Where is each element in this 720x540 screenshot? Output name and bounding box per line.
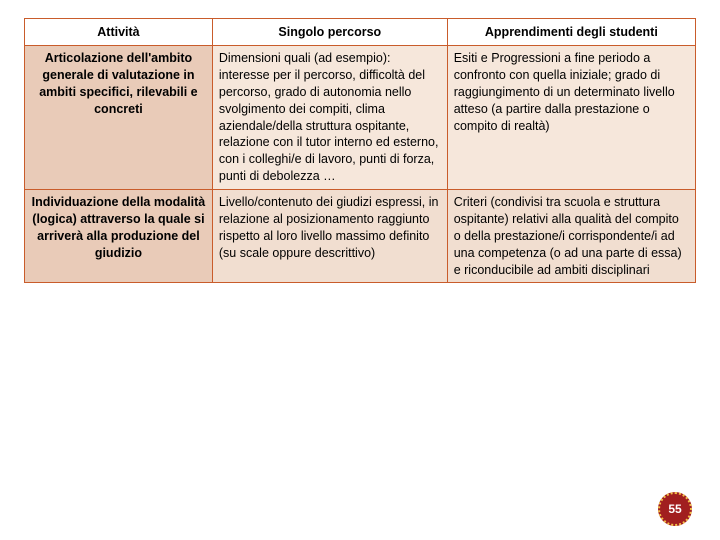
table-row: Articolazione dell'ambito generale di va… — [25, 46, 696, 190]
cell-dimensioni: Dimensioni quali (ad esempio): interesse… — [212, 46, 447, 190]
cell-esiti: Esiti e Progressioni a fine periodo a co… — [447, 46, 695, 190]
table-header-row: Attività Singolo percorso Apprendimenti … — [25, 19, 696, 46]
table-row: Individuazione della modalità (logica) a… — [25, 190, 696, 283]
header-singolo-percorso: Singolo percorso — [212, 19, 447, 46]
cell-criteri: Criteri (condivisi tra scuola e struttur… — [447, 190, 695, 283]
header-apprendimenti: Apprendimenti degli studenti — [447, 19, 695, 46]
rowhead-articolazione: Articolazione dell'ambito generale di va… — [25, 46, 213, 190]
header-attivita: Attività — [25, 19, 213, 46]
page-number-badge: 55 — [658, 492, 692, 526]
badge-ring-icon — [658, 492, 692, 526]
evaluation-table: Attività Singolo percorso Apprendimenti … — [24, 18, 696, 283]
cell-livello: Livello/contenuto dei giudizi espressi, … — [212, 190, 447, 283]
rowhead-individuazione: Individuazione della modalità (logica) a… — [25, 190, 213, 283]
